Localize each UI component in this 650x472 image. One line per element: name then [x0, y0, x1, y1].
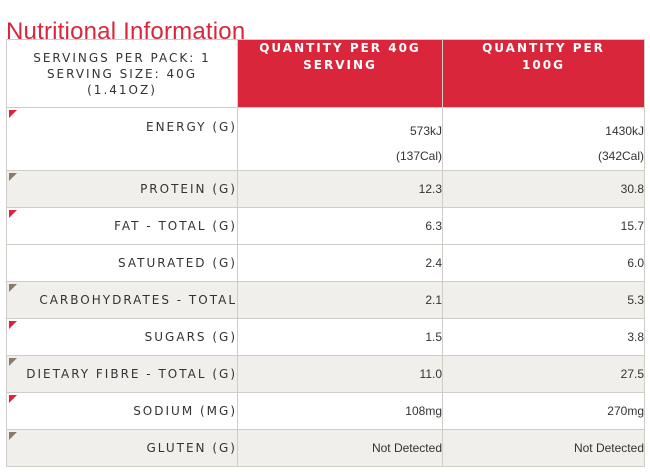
per-serving-value: 2.1 [237, 281, 443, 319]
nutrient-label: FAT - TOTAL (G) [6, 207, 238, 245]
per-serving-value: 12.3 [237, 170, 443, 208]
nutrient-label: SUGARS (G) [6, 318, 238, 356]
nutrient-label-text: FAT - TOTAL (G) [114, 219, 237, 233]
nutrient-label: CARBOHYDRATES - TOTAL [6, 281, 238, 319]
corner-marker-icon [9, 284, 17, 292]
nutrient-label-text: ENERGY (G) [146, 120, 237, 134]
table-row: DIETARY FIBRE - TOTAL (G) 11.0 27.5 [6, 355, 645, 393]
nutrient-label-text: SODIUM (MG) [133, 404, 237, 418]
table-row: PROTEIN (G) 12.3 30.8 [6, 170, 645, 208]
per-serving-column-header: QUANTITY PER 40G SERVING [237, 39, 443, 108]
servings-info-header: SERVINGS PER PACK: 1 SERVING SIZE: 40G (… [6, 39, 238, 108]
per-100g-value: 3.8 [442, 318, 645, 356]
per-serving-value: 2.4 [237, 244, 443, 282]
per-serving-value: 108mg [237, 392, 443, 430]
nutrient-label: GLUTEN (G) [6, 429, 238, 467]
serving-size-oz: (1.41OZ) [87, 82, 157, 97]
per-100g-value: 15.7 [442, 207, 645, 245]
nutrient-label-text: PROTEIN (G) [140, 182, 237, 196]
per-serving-header-line2: SERVING [303, 58, 377, 72]
per-serving-value: 6.3 [237, 207, 443, 245]
corner-marker-icon [9, 210, 17, 218]
nutrient-label-text: SUGARS (G) [144, 330, 237, 344]
energy-kj-serving: 573kJ [409, 124, 442, 138]
per-100g-value: 270mg [442, 392, 645, 430]
nutrient-label: SODIUM (MG) [6, 392, 238, 430]
nutrient-label: ENERGY (G) [6, 107, 238, 171]
per-serving-value: 573kJ (137Cal) [237, 107, 443, 171]
energy-kj-100g: 1430kJ [605, 124, 644, 138]
nutrient-label-text: CARBOHYDRATES - TOTAL [39, 293, 237, 307]
energy-cal-100g: (342Cal) [597, 149, 644, 163]
corner-marker-icon [9, 173, 17, 181]
nutrition-table: SERVINGS PER PACK: 1 SERVING SIZE: 40G (… [6, 39, 645, 467]
per-100g-value: 27.5 [442, 355, 645, 393]
servings-per-pack: SERVINGS PER PACK: 1 [33, 50, 211, 65]
per-100g-value: Not Detected [442, 429, 645, 467]
corner-marker-icon [9, 358, 17, 366]
table-row: ENERGY (G) 573kJ (137Cal) 1430kJ (342Cal… [6, 107, 645, 171]
energy-cal-serving: (137Cal) [395, 149, 442, 163]
table-header-row: SERVINGS PER PACK: 1 SERVING SIZE: 40G (… [6, 39, 645, 108]
table-row: SODIUM (MG) 108mg 270mg [6, 392, 645, 430]
per-100g-header-line1: QUANTITY PER [482, 41, 605, 55]
per-serving-value: 1.5 [237, 318, 443, 356]
nutrient-label: PROTEIN (G) [6, 170, 238, 208]
table-row: SATURATED (G) 2.4 6.0 [6, 244, 645, 282]
per-serving-value: Not Detected [237, 429, 443, 467]
nutrient-label: DIETARY FIBRE - TOTAL (G) [6, 355, 238, 393]
table-row: FAT - TOTAL (G) 6.3 15.7 [6, 207, 645, 245]
per-100g-header-line2: 100G [522, 58, 565, 72]
per-100g-value: 5.3 [442, 281, 645, 319]
nutrient-label-text: GLUTEN (G) [146, 441, 237, 455]
per-100g-value: 6.0 [442, 244, 645, 282]
nutrient-label: SATURATED (G) [6, 244, 238, 282]
corner-marker-icon [9, 432, 17, 440]
serving-size: SERVING SIZE: 40G [46, 66, 198, 81]
corner-marker-icon [9, 321, 17, 329]
per-100g-column-header: QUANTITY PER 100G [442, 39, 645, 108]
per-100g-value: 30.8 [442, 170, 645, 208]
nutrient-label-text: SATURATED (G) [118, 256, 237, 270]
per-serving-header-line1: QUANTITY PER 40G [259, 41, 421, 55]
table-row: SUGARS (G) 1.5 3.8 [6, 318, 645, 356]
corner-marker-icon [9, 110, 17, 118]
nutrient-label-text: DIETARY FIBRE - TOTAL (G) [26, 367, 237, 381]
table-row: CARBOHYDRATES - TOTAL 2.1 5.3 [6, 281, 645, 319]
table-row: GLUTEN (G) Not Detected Not Detected [6, 429, 645, 467]
corner-marker-icon [9, 395, 17, 403]
per-100g-value: 1430kJ (342Cal) [442, 107, 645, 171]
per-serving-value: 11.0 [237, 355, 443, 393]
